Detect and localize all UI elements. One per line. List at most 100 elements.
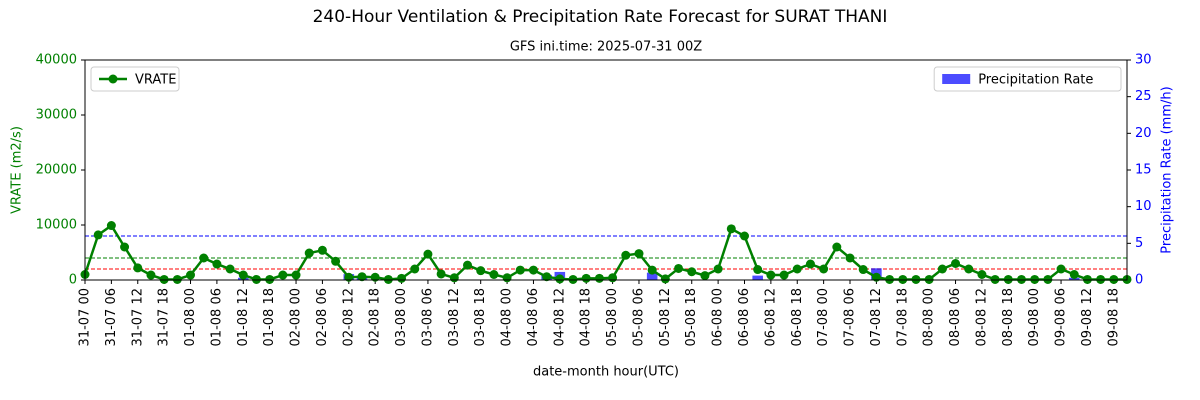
point (317, 245, 327, 255)
point (199, 253, 209, 263)
x-tick-label: 07-08 18 (895, 288, 910, 346)
x-tick-label: 06-08 18 (790, 288, 805, 346)
point (146, 270, 156, 280)
y2-tick-label: 30 (1135, 53, 1152, 68)
x-axis-label: date-month hour(UTC) (533, 365, 679, 380)
legend-box (90, 66, 180, 92)
bar (752, 275, 763, 280)
x-tick-label: 04-08 18 (579, 288, 594, 346)
y2-tick-label: 0 (1135, 273, 1143, 288)
point (251, 274, 261, 284)
point (832, 242, 842, 252)
point (489, 270, 499, 279)
x-tick-label: 04-08 12 (552, 288, 567, 346)
point (858, 265, 868, 275)
point (792, 264, 802, 274)
point (739, 231, 749, 241)
x-tick-label: 01-08 00 (183, 288, 198, 346)
x-tick-label: 04-08 06 (526, 288, 541, 346)
point (133, 263, 143, 273)
point (581, 273, 591, 283)
x-tick-label: 09-08 00 (1027, 288, 1042, 346)
x-tick-label: 07-08 12 (869, 288, 884, 346)
point (924, 274, 934, 284)
x-tick-label: 03-08 12 (447, 288, 462, 346)
x-tick-label: 02-08 00 (289, 288, 304, 346)
legend-label: Precipitation Rate (978, 73, 1093, 88)
x-tick-label: 31-07 06 (104, 288, 119, 346)
y2-tick-label: 5 (1135, 236, 1143, 251)
point (660, 274, 670, 284)
y2-axis-label: Precipitation Rate (mm/h) (1160, 86, 1175, 253)
point (766, 270, 776, 280)
point (977, 270, 987, 279)
point (159, 274, 169, 284)
legend-swatch (108, 74, 118, 84)
point (726, 224, 736, 234)
point (674, 263, 684, 273)
chart-title: 240-Hour Ventilation & Precipitation Rat… (313, 7, 888, 27)
point (1069, 270, 1079, 279)
point (212, 259, 222, 269)
point (542, 272, 552, 282)
y-tick-label: 30000 (36, 108, 77, 123)
y2-tick-label: 10 (1135, 199, 1152, 214)
point (1109, 274, 1119, 284)
point (1003, 274, 1013, 284)
point (265, 274, 275, 284)
point (410, 264, 420, 274)
point (779, 270, 789, 280)
point (1043, 274, 1053, 284)
point (713, 264, 723, 274)
x-tick-label: 02-08 12 (341, 288, 356, 346)
y-tick-label: 20000 (36, 163, 77, 178)
point (555, 274, 565, 284)
point (423, 249, 433, 259)
point (515, 265, 525, 275)
point (357, 272, 367, 282)
x-tick-label: 09-08 12 (1080, 288, 1095, 346)
x-tick-label: 05-08 06 (631, 288, 646, 346)
point (449, 273, 459, 283)
x-tick-label: 09-08 06 (1054, 288, 1069, 346)
x-tick-label: 03-08 18 (473, 288, 488, 346)
x-tick-label: 05-08 18 (684, 288, 699, 346)
point (964, 264, 974, 274)
x-tick-label: 06-08 12 (763, 288, 778, 346)
x-tick-label: 05-08 12 (658, 288, 673, 346)
x-tick-label: 31-07 18 (157, 288, 172, 346)
point (331, 256, 341, 266)
x-tick-label: 01-08 18 (262, 288, 277, 346)
point (225, 264, 235, 274)
x-tick-label: 08-08 06 (948, 288, 963, 346)
point (502, 273, 512, 283)
x-tick-label: 31-07 00 (78, 288, 93, 346)
x-tick-label: 02-08 18 (368, 288, 383, 346)
point (621, 250, 631, 260)
point (1016, 274, 1026, 284)
y2-tick-label: 20 (1135, 126, 1152, 141)
x-tick-label: 02-08 06 (315, 288, 330, 346)
point (951, 259, 961, 268)
y2-tick-label: 15 (1135, 163, 1152, 178)
point (1056, 264, 1066, 274)
point (898, 274, 908, 284)
y-tick-label: 10000 (36, 218, 77, 233)
x-tick-label: 01-08 12 (236, 288, 251, 346)
bar (646, 272, 658, 280)
point (594, 273, 604, 283)
y-tick-label: 40000 (36, 53, 77, 68)
point (608, 273, 618, 283)
point (753, 265, 763, 275)
point (436, 269, 446, 279)
x-tick-label: 06-08 06 (737, 288, 752, 346)
point (634, 249, 644, 259)
point (278, 270, 288, 280)
point (93, 230, 103, 240)
x-tick-label: 07-08 00 (816, 288, 831, 346)
x-tick-label: 03-08 00 (394, 288, 409, 346)
y-axis-label: VRATE (m2/s) (10, 126, 25, 214)
point (186, 270, 196, 280)
point (1096, 274, 1106, 284)
